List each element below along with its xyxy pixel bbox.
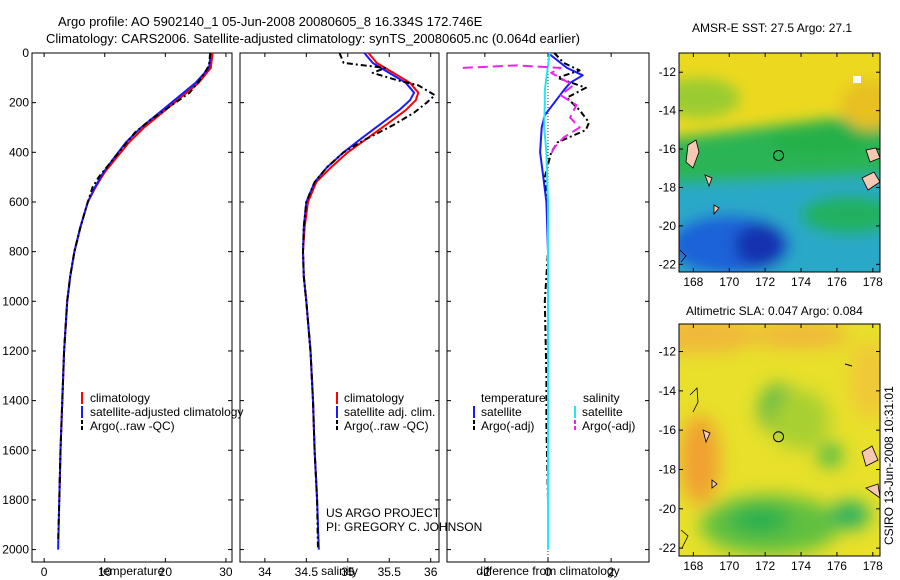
- y-tick-label: 800: [9, 245, 29, 259]
- sla-argo-marker: [773, 431, 785, 443]
- map-x-tick-label: 176: [827, 275, 847, 289]
- csiro-timestamp: CSIRO 13-Jun-2008 10:31:01: [882, 386, 896, 545]
- map-x-tick-label: 170: [719, 559, 739, 573]
- series-line-temperature-argo-adj-: [543, 52, 590, 538]
- x-tick-label: -2: [480, 565, 491, 579]
- temperature-legend: climatology satellite-adjusted climatolo…: [81, 391, 243, 433]
- map-x-tick-label: 170: [719, 275, 739, 289]
- map-x-tick-label: 176: [827, 559, 847, 573]
- salinity-legend: climatology satellite adj. clim. Argo(..…: [336, 391, 435, 433]
- map-y-tick-label: -20: [659, 219, 677, 233]
- x-tick-label: 34: [258, 565, 272, 579]
- y-tick-label: 1200: [2, 344, 29, 358]
- x-tick-label: 30: [219, 565, 233, 579]
- series-line-satellite-adj-clim-: [302, 52, 416, 550]
- map-y-tick-label: -14: [659, 384, 677, 398]
- map-y-tick-label: -12: [659, 345, 677, 359]
- x-tick-label: 0: [41, 565, 48, 579]
- map-x-tick-label: 174: [791, 559, 811, 573]
- y-tick-label: 200: [9, 96, 29, 110]
- salinity-xlabel: salinity: [321, 564, 358, 578]
- legend-sal-satellite: satellite: [582, 405, 623, 419]
- sst-argo-marker: [773, 149, 785, 161]
- legend-argo: Argo(..raw -QC): [90, 419, 175, 433]
- x-tick-label: 0: [545, 565, 552, 579]
- map-x-tick-label: 178: [863, 559, 883, 573]
- y-tick-label: 1600: [2, 443, 29, 457]
- map-y-tick-label: -22: [659, 257, 677, 271]
- map-y-tick-label: -12: [659, 65, 677, 79]
- map-x-tick-label: 172: [755, 275, 775, 289]
- legend-temp-satellite: satellite: [481, 405, 522, 419]
- map-x-tick-label: 168: [683, 275, 703, 289]
- y-tick-label: 2000: [2, 543, 29, 557]
- y-tick-label: 1000: [2, 294, 29, 308]
- sla-map: Altimetric SLA: 0.047 Argo: 0.084: [659, 304, 883, 573]
- project-line-1: US ARGO PROJECT: [326, 506, 441, 520]
- legend-temperature-header: temperature: [481, 391, 546, 405]
- series-line-satellite-adjusted-climatology: [57, 52, 212, 550]
- sst-map-title: AMSR-E SST: 27.5 Argo: 27.1: [692, 21, 852, 35]
- x-tick-label: 35: [341, 565, 355, 579]
- map-x-tick-label: 178: [863, 275, 883, 289]
- legend-satellite-adjusted: satellite-adjusted climatology: [90, 405, 243, 419]
- y-tick-label: 1400: [2, 394, 29, 408]
- temperature-panel: 0 10 20 30 temperature 0 200 400 600 800 1000 1200 1…: [2, 46, 233, 579]
- legend-salinity-header: salinity: [583, 391, 620, 405]
- x-tick-label: 36: [424, 565, 438, 579]
- map-y-tick-label: -22: [659, 541, 677, 555]
- sla-map-title: Altimetric SLA: 0.047 Argo: 0.084: [686, 304, 863, 318]
- map-y-tick-label: -18: [659, 462, 677, 476]
- series-line-salinity-argo-adj-: [462, 64, 581, 158]
- legend-climatology: climatology: [344, 391, 404, 405]
- x-tick-label: 34.5: [295, 565, 319, 579]
- map-x-tick-label: 168: [683, 559, 703, 573]
- legend-sal-argo: Argo(-adj): [582, 419, 635, 433]
- x-tick-label: 35.5: [378, 565, 402, 579]
- salinity-axes-frame: [239, 52, 440, 563]
- salinity-panel: 34 34.5 35 35.5 36 salinity: [239, 52, 440, 579]
- map-y-tick-label: -20: [659, 502, 677, 516]
- legend-argo: Argo(..raw -QC): [344, 419, 429, 433]
- y-tick-label: 400: [9, 145, 29, 159]
- difference-legend: temperature salinity satellite Argo(-adj…: [473, 391, 635, 433]
- temperature-axes-frame: [31, 52, 233, 563]
- map-y-tick-label: -16: [659, 423, 677, 437]
- x-tick-label: 10: [98, 565, 112, 579]
- legend-climatology: climatology: [90, 391, 150, 405]
- legend-satellite-adj: satellite adj. clim.: [344, 405, 435, 419]
- legend-temp-argo: Argo(-adj): [481, 419, 534, 433]
- series-line-argo-raw-qc-: [57, 52, 212, 543]
- x-tick-label: 20: [159, 565, 173, 579]
- map-y-tick-label: -16: [659, 142, 677, 156]
- header-line-1: Argo profile: AO 5902140_1 05-Jun-2008 2…: [58, 14, 483, 29]
- series-line-salinity-satellite: [543, 52, 551, 550]
- header-line-2: Climatology: CARS2006. Satellite-adjuste…: [46, 31, 580, 46]
- map-y-tick-label: -14: [659, 104, 677, 118]
- map-y-tick-label: -18: [659, 180, 677, 194]
- project-line-2: PI: GREGORY C. JOHNSON: [326, 520, 482, 534]
- y-tick-label: 600: [9, 195, 29, 209]
- x-tick-label: 2: [608, 565, 615, 579]
- series-line-argo-raw-qc-: [302, 52, 436, 548]
- sst-map: AMSR-E SST: 27.5 Argo: 27.1 168 170: [659, 21, 883, 289]
- y-tick-label: 1800: [2, 493, 29, 507]
- map-x-tick-label: 174: [791, 275, 811, 289]
- map-x-tick-label: 172: [755, 559, 775, 573]
- difference-xlabel: difference from climatology: [476, 564, 619, 578]
- y-tick-label: 0: [22, 46, 29, 60]
- temperature-xlabel: temperature: [100, 564, 165, 578]
